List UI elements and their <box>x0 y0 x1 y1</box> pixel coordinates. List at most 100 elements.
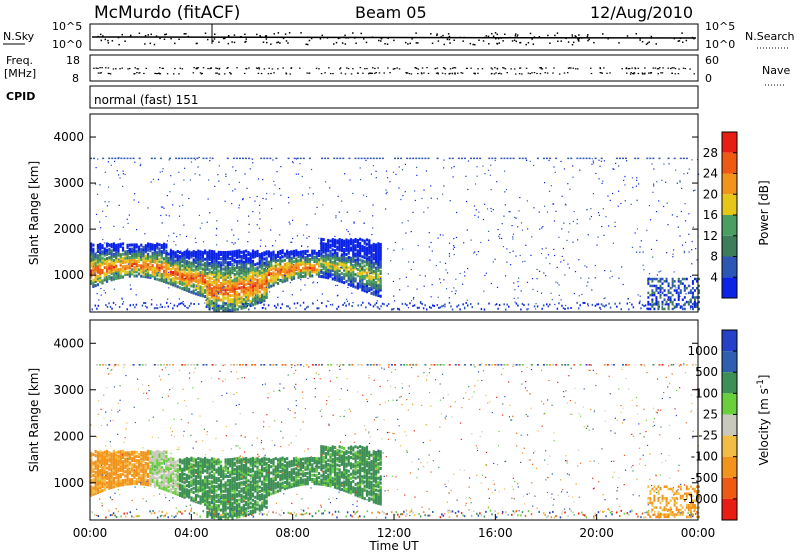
heatmap-cell <box>131 255 134 259</box>
heatmap-cell <box>188 480 191 484</box>
heatmap-cell <box>423 285 425 287</box>
heatmap-cell <box>356 245 359 249</box>
heatmap-cell <box>641 303 644 306</box>
heatmap-cell <box>204 496 207 500</box>
heatmap-cell <box>132 157 135 160</box>
heatmap-cell <box>153 256 157 260</box>
heatmap-cell <box>347 286 349 289</box>
nsky-point <box>677 40 680 42</box>
heatmap-cell <box>249 256 252 260</box>
heatmap-cell <box>435 264 437 267</box>
heatmap-cell <box>178 257 182 261</box>
heatmap-cell <box>176 493 179 497</box>
heatmap-cell <box>240 257 243 261</box>
nsky-point <box>556 32 559 34</box>
heatmap-cell <box>185 490 188 494</box>
heatmap-cell <box>99 245 102 249</box>
heatmap-cell <box>352 259 355 263</box>
heatmap-cell <box>169 302 172 305</box>
heatmap-cell <box>356 257 359 261</box>
heatmap-cell <box>675 289 678 292</box>
heatmap-cell <box>162 470 166 474</box>
heatmap-cell <box>133 471 136 475</box>
heatmap-cell <box>210 287 214 291</box>
freq-point <box>396 67 398 69</box>
heatmap-cell <box>238 259 241 263</box>
heatmap-cell <box>374 303 376 306</box>
heatmap-cell <box>222 263 225 267</box>
heatmap-cell <box>106 305 109 308</box>
heatmap-cell <box>112 263 115 267</box>
heatmap-cell <box>185 473 188 477</box>
heatmap-cell <box>105 215 107 218</box>
nsky-point <box>280 36 283 39</box>
heatmap-cell <box>144 260 147 264</box>
freq-point <box>632 72 634 75</box>
heatmap-cell <box>347 278 350 282</box>
heatmap-cell <box>115 243 118 247</box>
heatmap-cell <box>240 290 243 294</box>
heatmap-cell <box>96 258 100 262</box>
heatmap-cell <box>297 250 300 254</box>
heatmap-cell <box>101 258 104 262</box>
heatmap-cell <box>156 246 159 250</box>
heatmap-cell <box>286 255 289 259</box>
heatmap-cell <box>124 273 127 277</box>
heatmap-cell <box>131 452 134 456</box>
heatmap-cell <box>338 260 341 264</box>
heatmap-cell <box>135 482 138 486</box>
nsky-point <box>164 33 166 36</box>
heatmap-cell <box>270 278 273 282</box>
heatmap-cell <box>168 235 170 237</box>
heatmap-cell <box>201 466 204 470</box>
freq-point <box>257 72 260 74</box>
heatmap-cell <box>605 304 607 307</box>
heatmap-cell <box>513 297 515 299</box>
heatmap-cell <box>222 306 225 310</box>
heatmap-cell <box>263 280 266 284</box>
freq-point <box>255 67 258 69</box>
heatmap-cell <box>124 457 127 461</box>
nsky-point <box>557 40 559 43</box>
heatmap-cell <box>94 253 97 257</box>
heatmap-cell <box>174 280 177 284</box>
heatmap-cell <box>137 249 141 253</box>
heatmap-cell <box>105 265 109 269</box>
heatmap-cell <box>312 282 314 284</box>
heatmap-cell <box>153 273 157 277</box>
freq-point <box>570 67 572 69</box>
heatmap-cell <box>215 267 218 271</box>
heatmap-cell <box>184 305 186 308</box>
nsky-point <box>586 35 589 38</box>
heatmap-cell <box>365 281 369 285</box>
heatmap-cell <box>204 456 207 460</box>
heatmap-cell <box>108 276 111 280</box>
heatmap-cell <box>208 255 211 259</box>
heatmap-cell <box>254 288 257 292</box>
heatmap-cell <box>655 277 658 281</box>
nsky-point <box>469 42 472 45</box>
heatmap-cell <box>99 276 102 280</box>
heatmap-cell <box>180 250 182 252</box>
heatmap-cell <box>536 268 538 271</box>
heatmap-cell <box>226 252 229 256</box>
heatmap-cell <box>338 211 340 213</box>
heatmap-cell <box>263 303 265 306</box>
heatmap-cell <box>318 260 321 264</box>
heatmap-cell <box>306 249 309 253</box>
heatmap-cell <box>582 157 585 160</box>
heatmap-cell <box>206 466 209 470</box>
heatmap-cell <box>470 157 472 160</box>
heatmap-cell <box>199 486 202 490</box>
heatmap-cell <box>365 242 369 246</box>
heatmap-cell <box>429 259 431 261</box>
heatmap-cell <box>558 294 560 297</box>
heatmap-cell <box>473 252 475 254</box>
heatmap-cell <box>669 296 672 299</box>
heatmap-cell <box>292 260 296 264</box>
heatmap-cell <box>339 157 342 160</box>
heatmap-cell <box>320 252 323 256</box>
heatmap-cell <box>133 253 136 257</box>
freq-point <box>644 72 646 74</box>
